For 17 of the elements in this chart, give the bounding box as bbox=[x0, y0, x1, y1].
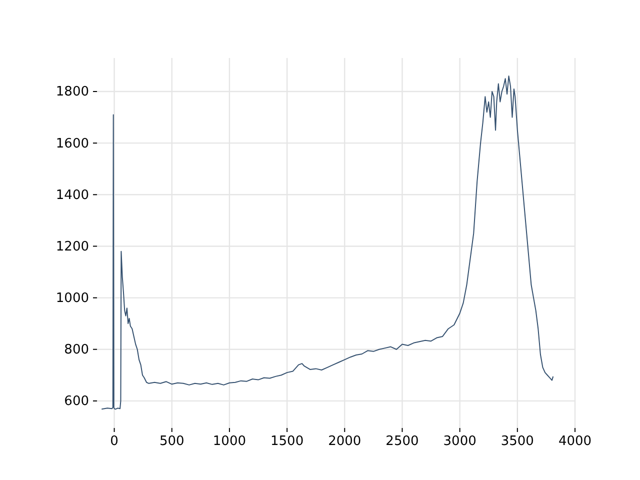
line-series bbox=[101, 76, 554, 410]
x-tick-label: 3000 bbox=[443, 434, 476, 450]
y-tick-label: 1800 bbox=[56, 84, 89, 100]
y-tick-label: 1000 bbox=[56, 290, 89, 306]
x-tick-label: 4000 bbox=[558, 434, 592, 450]
y-tick-label: 600 bbox=[64, 394, 89, 410]
x-tick-label: 2000 bbox=[328, 434, 362, 450]
y-tick-label: 800 bbox=[64, 342, 89, 358]
y-tick-label: 1200 bbox=[56, 239, 89, 254]
x-tick-label: 0 bbox=[110, 434, 118, 450]
x-tick-label: 500 bbox=[159, 434, 184, 450]
x-tick-label: 1500 bbox=[270, 434, 304, 450]
x-tick-label: 1000 bbox=[212, 434, 246, 450]
x-tick-label: 2500 bbox=[386, 434, 419, 450]
y-tick-label: 1600 bbox=[56, 136, 89, 152]
y-tick-label: 1400 bbox=[56, 188, 89, 203]
x-tick-label: 3500 bbox=[500, 434, 534, 450]
